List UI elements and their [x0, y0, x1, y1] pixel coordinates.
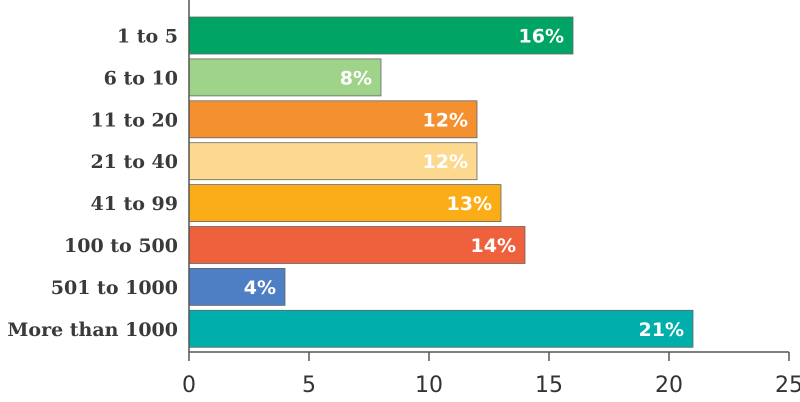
bar-2 — [188, 100, 478, 139]
value-label-3: 12% — [423, 151, 468, 173]
bar-1 — [188, 58, 382, 97]
category-label-7: More than 1000 — [7, 319, 178, 341]
category-label-3: 21 to 40 — [90, 151, 178, 173]
x-axis-ticks: 0 5 10 15 20 25 — [182, 352, 800, 398]
bar-3 — [188, 142, 478, 181]
value-label-7: 21% — [639, 319, 684, 341]
x-tick-label-3: 15 — [535, 373, 563, 398]
bar-7 — [188, 309, 694, 348]
category-label-5: 100 to 500 — [64, 235, 178, 257]
value-label-5: 14% — [471, 235, 516, 257]
value-label-4: 13% — [447, 193, 492, 215]
x-tick-label-4: 20 — [655, 373, 683, 398]
category-label-2: 11 to 20 — [90, 109, 178, 131]
bar-0 — [188, 16, 574, 55]
value-label-6: 4% — [244, 277, 276, 299]
category-label-4: 41 to 99 — [90, 193, 178, 215]
category-labels: 1 to 5 6 to 10 11 to 20 21 to 40 41 to 99 100… — [7, 26, 178, 341]
x-tick-label-1: 5 — [302, 373, 316, 398]
bars-group — [188, 16, 694, 348]
bar-4 — [188, 184, 502, 223]
value-label-0: 16% — [519, 26, 564, 48]
category-label-1: 6 to 10 — [104, 67, 178, 89]
value-label-2: 12% — [423, 109, 468, 131]
category-label-0: 1 to 5 — [117, 26, 178, 48]
value-labels: 16% 8% 12% 12% 13% 14% 4% 21% — [244, 26, 684, 341]
bar-6 — [188, 267, 286, 306]
x-tick-label-0: 0 — [182, 373, 196, 398]
value-label-1: 8% — [340, 67, 372, 89]
x-tick-label-2: 10 — [415, 373, 443, 398]
category-label-6: 501 to 1000 — [51, 277, 178, 299]
x-tick-label-5: 25 — [775, 373, 800, 398]
bar-5 — [188, 226, 526, 264]
